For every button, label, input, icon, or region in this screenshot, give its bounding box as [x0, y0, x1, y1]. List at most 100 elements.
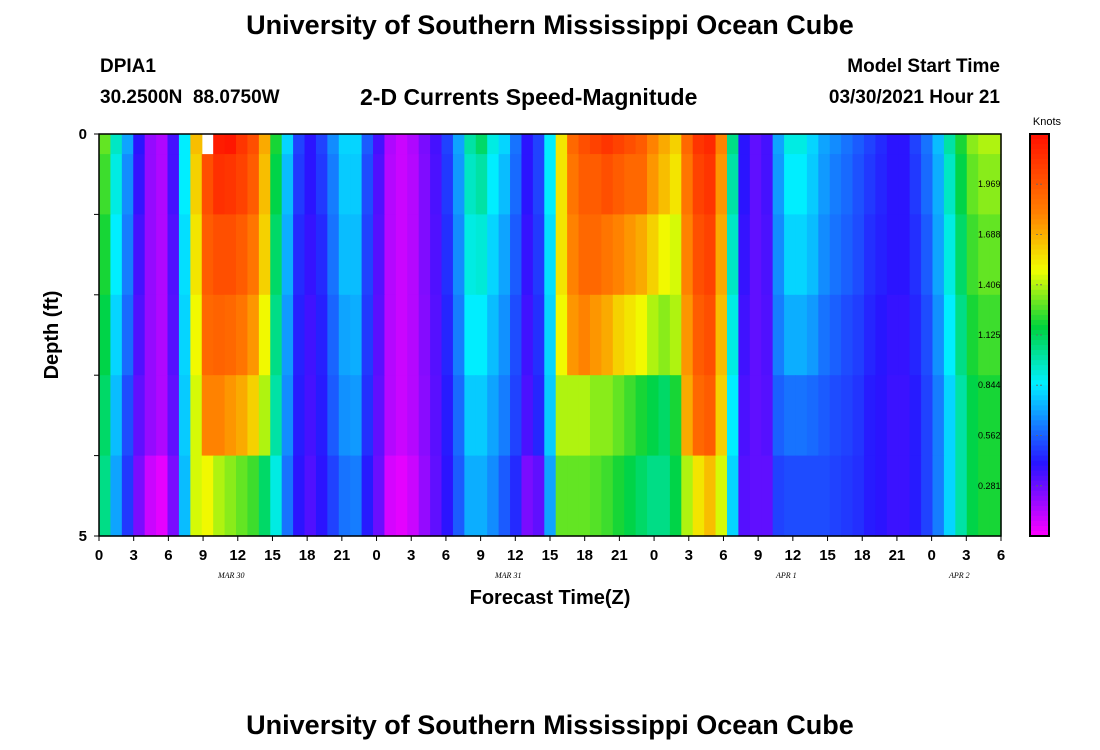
heatmap-cell [921, 134, 934, 155]
heatmap-cell [852, 375, 865, 457]
colorbar-segment [1030, 284, 1049, 291]
colorbar-segment [1030, 209, 1049, 216]
heatmap-cell [932, 455, 945, 537]
heatmap-cell [452, 214, 465, 296]
heatmap-cell [475, 214, 488, 296]
colorbar-segment [1030, 289, 1049, 296]
heatmap-cell [612, 455, 625, 537]
heatmap-cell [521, 294, 534, 376]
heatmap-cell [487, 214, 500, 296]
heatmap-cell [978, 134, 991, 155]
x-tick-label: 3 [407, 547, 415, 564]
heatmap-cell [384, 134, 397, 155]
colorbar-segment [1030, 239, 1049, 246]
heatmap-cell [624, 154, 637, 215]
heatmap-cell [795, 375, 808, 457]
heatmap-cell [578, 214, 591, 296]
heatmap-cell [430, 154, 443, 215]
heatmap-cell [635, 294, 648, 376]
heatmap-cell [955, 134, 968, 155]
x-tick-label: 6 [719, 547, 727, 564]
heatmap-cell [281, 154, 294, 215]
heatmap-cell [281, 455, 294, 537]
heatmap-cell [841, 375, 854, 457]
station-coordinates: 30.2500N 88.0750W [100, 87, 280, 108]
heatmap-cell [144, 154, 157, 215]
heatmap-cell [190, 294, 203, 376]
heatmap-cell [110, 214, 123, 296]
heatmap-cell [293, 154, 306, 215]
heatmap-cell [418, 375, 431, 457]
heatmap-cell [510, 294, 523, 376]
heatmap-cell [99, 375, 112, 457]
heatmap-cell [624, 294, 637, 376]
heatmap-cell [567, 134, 580, 155]
colorbar-segment [1030, 319, 1049, 326]
page-title: University of Southern Mississippi Ocean… [246, 10, 854, 40]
heatmap-cell [544, 134, 557, 155]
heatmap-cell [704, 154, 717, 215]
heatmap-cell [989, 134, 1002, 155]
heatmap-cell [430, 455, 443, 537]
colorbar-segment [1030, 390, 1049, 396]
heatmap-cell [532, 134, 545, 155]
x-tick-label: 15 [264, 547, 281, 564]
colorbar-segment [1030, 269, 1049, 276]
colorbar-segment [1030, 445, 1049, 452]
heatmap-cell [589, 375, 602, 457]
x-tick-label: 18 [299, 547, 316, 564]
heatmap-cell [327, 134, 340, 155]
heatmap-cell [407, 375, 420, 457]
heatmap-cell [190, 154, 203, 215]
heatmap-cell [921, 294, 934, 376]
heatmap-cell [373, 455, 386, 537]
heatmap-cell [270, 134, 283, 155]
heatmap-cell [715, 154, 728, 215]
heatmap-cell [784, 455, 797, 537]
heatmap-cell [532, 375, 545, 457]
heatmap-cell [156, 455, 169, 537]
heatmap-cell [647, 294, 660, 376]
heatmap-cell [589, 294, 602, 376]
heatmap-cell [772, 134, 785, 155]
heatmap-cell [909, 134, 922, 155]
heatmap-cell [852, 214, 865, 296]
heatmap-cell [350, 375, 363, 457]
heatmap-cell [304, 134, 317, 155]
heatmap-cell [932, 375, 945, 457]
heatmap-cell [578, 294, 591, 376]
colorbar-segment [1030, 470, 1049, 477]
heatmap-cells [99, 134, 1002, 537]
heatmap-cell [544, 214, 557, 296]
heatmap-cell [384, 214, 397, 296]
heatmap-cell [121, 294, 134, 376]
heatmap-cell [875, 134, 888, 155]
heatmap-cell [510, 214, 523, 296]
heatmap-cell [841, 214, 854, 296]
heatmap-cell [567, 214, 580, 296]
heatmap-cell [281, 134, 294, 155]
colorbar-segment [1030, 244, 1049, 251]
heatmap-cell [258, 214, 271, 296]
heatmap-cell [475, 375, 488, 457]
heatmap-cell [658, 154, 671, 215]
heatmap-cell [943, 134, 956, 155]
heatmap-cell [567, 154, 580, 215]
colorbar-segment [1030, 134, 1049, 140]
heatmap-cell [110, 294, 123, 376]
colorbar-segment [1030, 465, 1049, 472]
heatmap-cell [350, 134, 363, 155]
heatmap-cell [761, 154, 774, 215]
heatmap-cell [772, 294, 785, 376]
heatmap-cell [669, 375, 682, 457]
heatmap-cell [373, 214, 386, 296]
date-label: APR 1 [776, 571, 797, 580]
colorbar-segment [1030, 194, 1049, 200]
colorbar-segment [1030, 324, 1049, 331]
heatmap-cell [293, 134, 306, 155]
heatmap-cell [338, 134, 351, 155]
heatmap-cell [715, 134, 728, 155]
colorbar-segment [1030, 435, 1049, 442]
colorbar-segment [1030, 179, 1049, 185]
heatmap-cell [167, 455, 180, 537]
